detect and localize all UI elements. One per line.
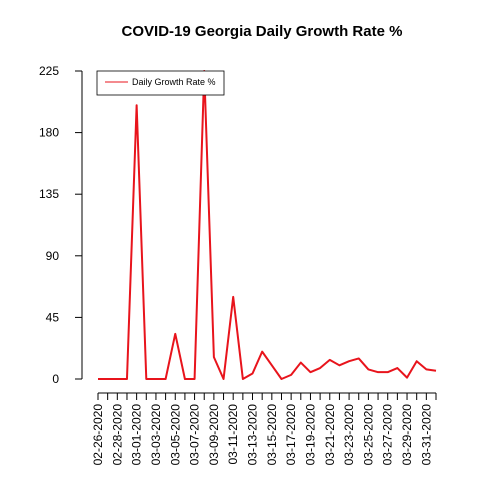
y-axis: 0 45 90 135 180 225 [39, 64, 83, 386]
legend: Daily Growth Rate % [96, 70, 225, 96]
y-tick-label: 45 [46, 310, 60, 324]
x-tick-label: 02-26-2020 [91, 404, 105, 466]
y-tick-label: 0 [52, 372, 59, 386]
legend-box [96, 70, 225, 96]
x-tick-label: 03-13-2020 [246, 404, 260, 466]
x-tick-label: 03-29-2020 [400, 404, 414, 466]
x-tick-label: 03-21-2020 [323, 404, 337, 466]
x-tick-label: 03-01-2020 [130, 404, 144, 466]
x-tick-label: 03-27-2020 [381, 404, 395, 466]
series-line [98, 70, 437, 380]
x-tick-label: 03-15-2020 [265, 404, 279, 466]
legend-label: Daily Growth Rate % [132, 77, 216, 87]
plot-area [98, 70, 437, 380]
x-tick-label: 03-09-2020 [207, 404, 221, 466]
x-tick-label: 03-17-2020 [284, 404, 298, 466]
x-tick-label: 03-05-2020 [168, 404, 182, 466]
x-tick-label: 03-07-2020 [188, 404, 202, 466]
chart-title: COVID-19 Georgia Daily Growth Rate % [122, 23, 403, 40]
y-tick-label: 225 [39, 64, 59, 78]
x-tick-label: 03-25-2020 [361, 404, 375, 466]
x-tick-label: 03-23-2020 [342, 404, 356, 466]
y-tick-label: 90 [46, 249, 60, 263]
y-tick-label: 135 [39, 187, 59, 201]
x-tick-label: 03-03-2020 [149, 404, 163, 466]
x-tick-label: 03-19-2020 [303, 404, 317, 466]
x-tick-label: 03-11-2020 [226, 404, 240, 465]
y-tick-label: 180 [39, 126, 59, 140]
x-axis: 02-26-2020 02-28-2020 03-01-2020 03-03-2020… [91, 392, 437, 466]
x-tick-label: 02-28-2020 [110, 404, 124, 466]
x-tick-label: 03-31-2020 [419, 404, 433, 466]
